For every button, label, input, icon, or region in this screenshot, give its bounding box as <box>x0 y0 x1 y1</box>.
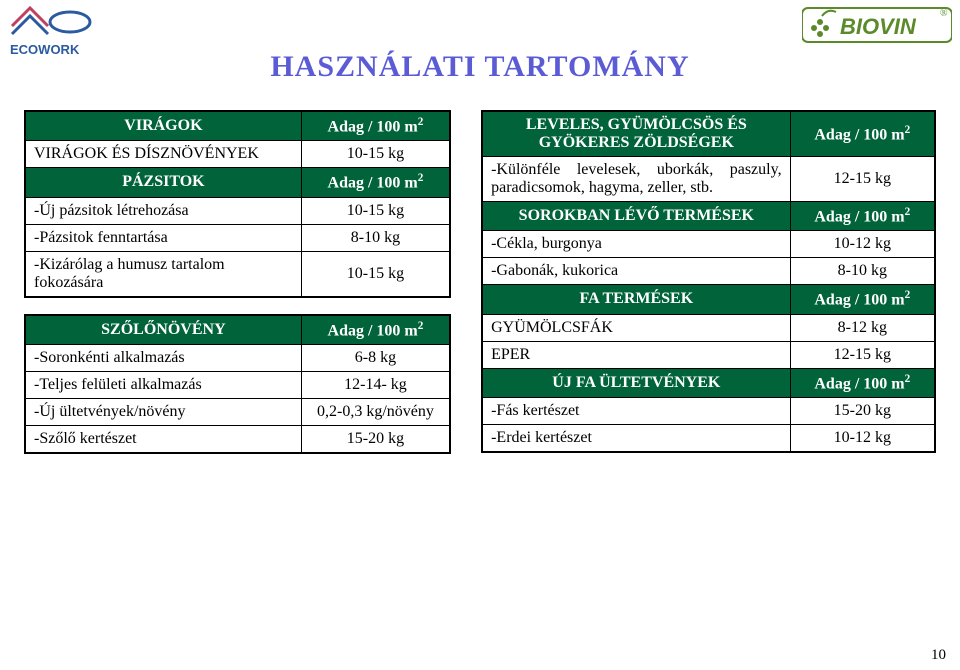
cell-value: 10-15 kg <box>301 197 450 224</box>
table-row: -Gabonák, kukorica 8-10 kg <box>482 258 935 285</box>
cell-label: -Új ültetvények/növény <box>25 398 301 425</box>
table-szolo: SZŐLŐNÖVÉNY Adag / 100 m2 -Soronkénti al… <box>24 314 451 454</box>
cell-value: 8-10 kg <box>301 224 450 251</box>
cell-label: -Kizárólag a humusz tartalom fokozására <box>25 251 301 297</box>
table-right: LEVELES, GYÜMÖLCSÖS ÉS GYÖKERES ZÖLDSÉGE… <box>481 110 936 453</box>
cell-value: 10-12 kg <box>790 424 935 452</box>
cell-label: VIRÁGOK ÉS DÍSZNÖVÉNYEK <box>25 141 301 168</box>
table-row: FA TERMÉSEK Adag / 100 m2 <box>482 285 935 314</box>
table-row: PÁZSITOK Adag / 100 m2 <box>25 168 450 197</box>
table-row: -Pázsitok fenntartása 8-10 kg <box>25 224 450 251</box>
cell-value: 12-14- kg <box>301 371 450 398</box>
cell-value: 8-12 kg <box>790 314 935 341</box>
table-row: ÚJ FA ÜLTETVÉNYEK Adag / 100 m2 <box>482 368 935 397</box>
table-row: -Különféle levelesek, uborkák, paszuly, … <box>482 157 935 202</box>
table-row: VIRÁGOK ÉS DÍSZNÖVÉNYEK 10-15 kg <box>25 141 450 168</box>
table-row: -Fás kertészet 15-20 kg <box>482 397 935 424</box>
cell-value: 10-12 kg <box>790 231 935 258</box>
cell-label: -Szőlő kertészet <box>25 425 301 453</box>
header-cell: Adag / 100 m2 <box>301 111 450 141</box>
svg-text:®: ® <box>940 8 948 19</box>
cell-label: -Soronkénti alkalmazás <box>25 344 301 371</box>
header-cell: SOROKBAN LÉVŐ TERMÉSEK <box>482 202 790 231</box>
page-title: HASZNÁLATI TARTOMÁNY <box>0 50 960 84</box>
svg-text:BIOVIN: BIOVIN <box>840 14 917 39</box>
header-cell: Adag / 100 m2 <box>301 315 450 345</box>
table-row: VIRÁGOK Adag / 100 m2 <box>25 111 450 141</box>
cell-value: 12-15 kg <box>790 157 935 202</box>
cell-value: 12-15 kg <box>790 341 935 368</box>
table-viragok-pazsitok: VIRÁGOK Adag / 100 m2 VIRÁGOK ÉS DÍSZNÖV… <box>24 110 451 298</box>
cell-label: -Új pázsitok létrehozása <box>25 197 301 224</box>
table-row: -Új ültetvények/növény 0,2-0,3 kg/növény <box>25 398 450 425</box>
cell-value: 8-10 kg <box>790 258 935 285</box>
cell-label: -Pázsitok fenntartása <box>25 224 301 251</box>
table-row: -Új pázsitok létrehozása 10-15 kg <box>25 197 450 224</box>
logo-right: BIOVIN ® <box>802 2 952 52</box>
cell-value: 15-20 kg <box>301 425 450 453</box>
table-row: -Cékla, burgonya 10-12 kg <box>482 231 935 258</box>
header-cell: Adag / 100 m2 <box>790 368 935 397</box>
table-row: -Erdei kertészet 10-12 kg <box>482 424 935 452</box>
cell-label: -Gabonák, kukorica <box>482 258 790 285</box>
header-cell: LEVELES, GYÜMÖLCSÖS ÉS GYÖKERES ZÖLDSÉGE… <box>482 111 790 157</box>
cell-label: -Erdei kertészet <box>482 424 790 452</box>
cell-label: GYÜMÖLCSFÁK <box>482 314 790 341</box>
page-number: 10 <box>931 647 946 664</box>
header-cell: FA TERMÉSEK <box>482 285 790 314</box>
cell-value: 15-20 kg <box>790 397 935 424</box>
table-row: -Soronkénti alkalmazás 6-8 kg <box>25 344 450 371</box>
header-cell: Adag / 100 m2 <box>790 285 935 314</box>
header-cell: SZŐLŐNÖVÉNY <box>25 315 301 345</box>
cell-label: -Különféle levelesek, uborkák, paszuly, … <box>482 157 790 202</box>
table-row: -Szőlő kertészet 15-20 kg <box>25 425 450 453</box>
cell-value: 6-8 kg <box>301 344 450 371</box>
biovin-logo-icon: BIOVIN ® <box>802 2 952 52</box>
table-row: -Teljes felületi alkalmazás 12-14- kg <box>25 371 450 398</box>
header-cell: Adag / 100 m2 <box>301 168 450 197</box>
cell-label: -Cékla, burgonya <box>482 231 790 258</box>
header-cell: Adag / 100 m2 <box>790 202 935 231</box>
content: VIRÁGOK Adag / 100 m2 VIRÁGOK ÉS DÍSZNÖV… <box>24 110 936 454</box>
cell-label: -Teljes felületi alkalmazás <box>25 371 301 398</box>
table-row: GYÜMÖLCSFÁK 8-12 kg <box>482 314 935 341</box>
header-cell: ÚJ FA ÜLTETVÉNYEK <box>482 368 790 397</box>
cell-label: EPER <box>482 341 790 368</box>
cell-value: 10-15 kg <box>301 141 450 168</box>
header-cell: Adag / 100 m2 <box>790 111 935 157</box>
table-row: SZŐLŐNÖVÉNY Adag / 100 m2 <box>25 315 450 345</box>
cell-label: -Fás kertészet <box>482 397 790 424</box>
cell-value: 10-15 kg <box>301 251 450 297</box>
table-row: -Kizárólag a humusz tartalom fokozására … <box>25 251 450 297</box>
table-row: EPER 12-15 kg <box>482 341 935 368</box>
table-row: LEVELES, GYÜMÖLCSÖS ÉS GYÖKERES ZÖLDSÉGE… <box>482 111 935 157</box>
right-column: LEVELES, GYÜMÖLCSÖS ÉS GYÖKERES ZÖLDSÉGE… <box>481 110 936 454</box>
header-cell: PÁZSITOK <box>25 168 301 197</box>
header-cell: VIRÁGOK <box>25 111 301 141</box>
left-column: VIRÁGOK Adag / 100 m2 VIRÁGOK ÉS DÍSZNÖV… <box>24 110 451 454</box>
cell-value: 0,2-0,3 kg/növény <box>301 398 450 425</box>
table-row: SOROKBAN LÉVŐ TERMÉSEK Adag / 100 m2 <box>482 202 935 231</box>
